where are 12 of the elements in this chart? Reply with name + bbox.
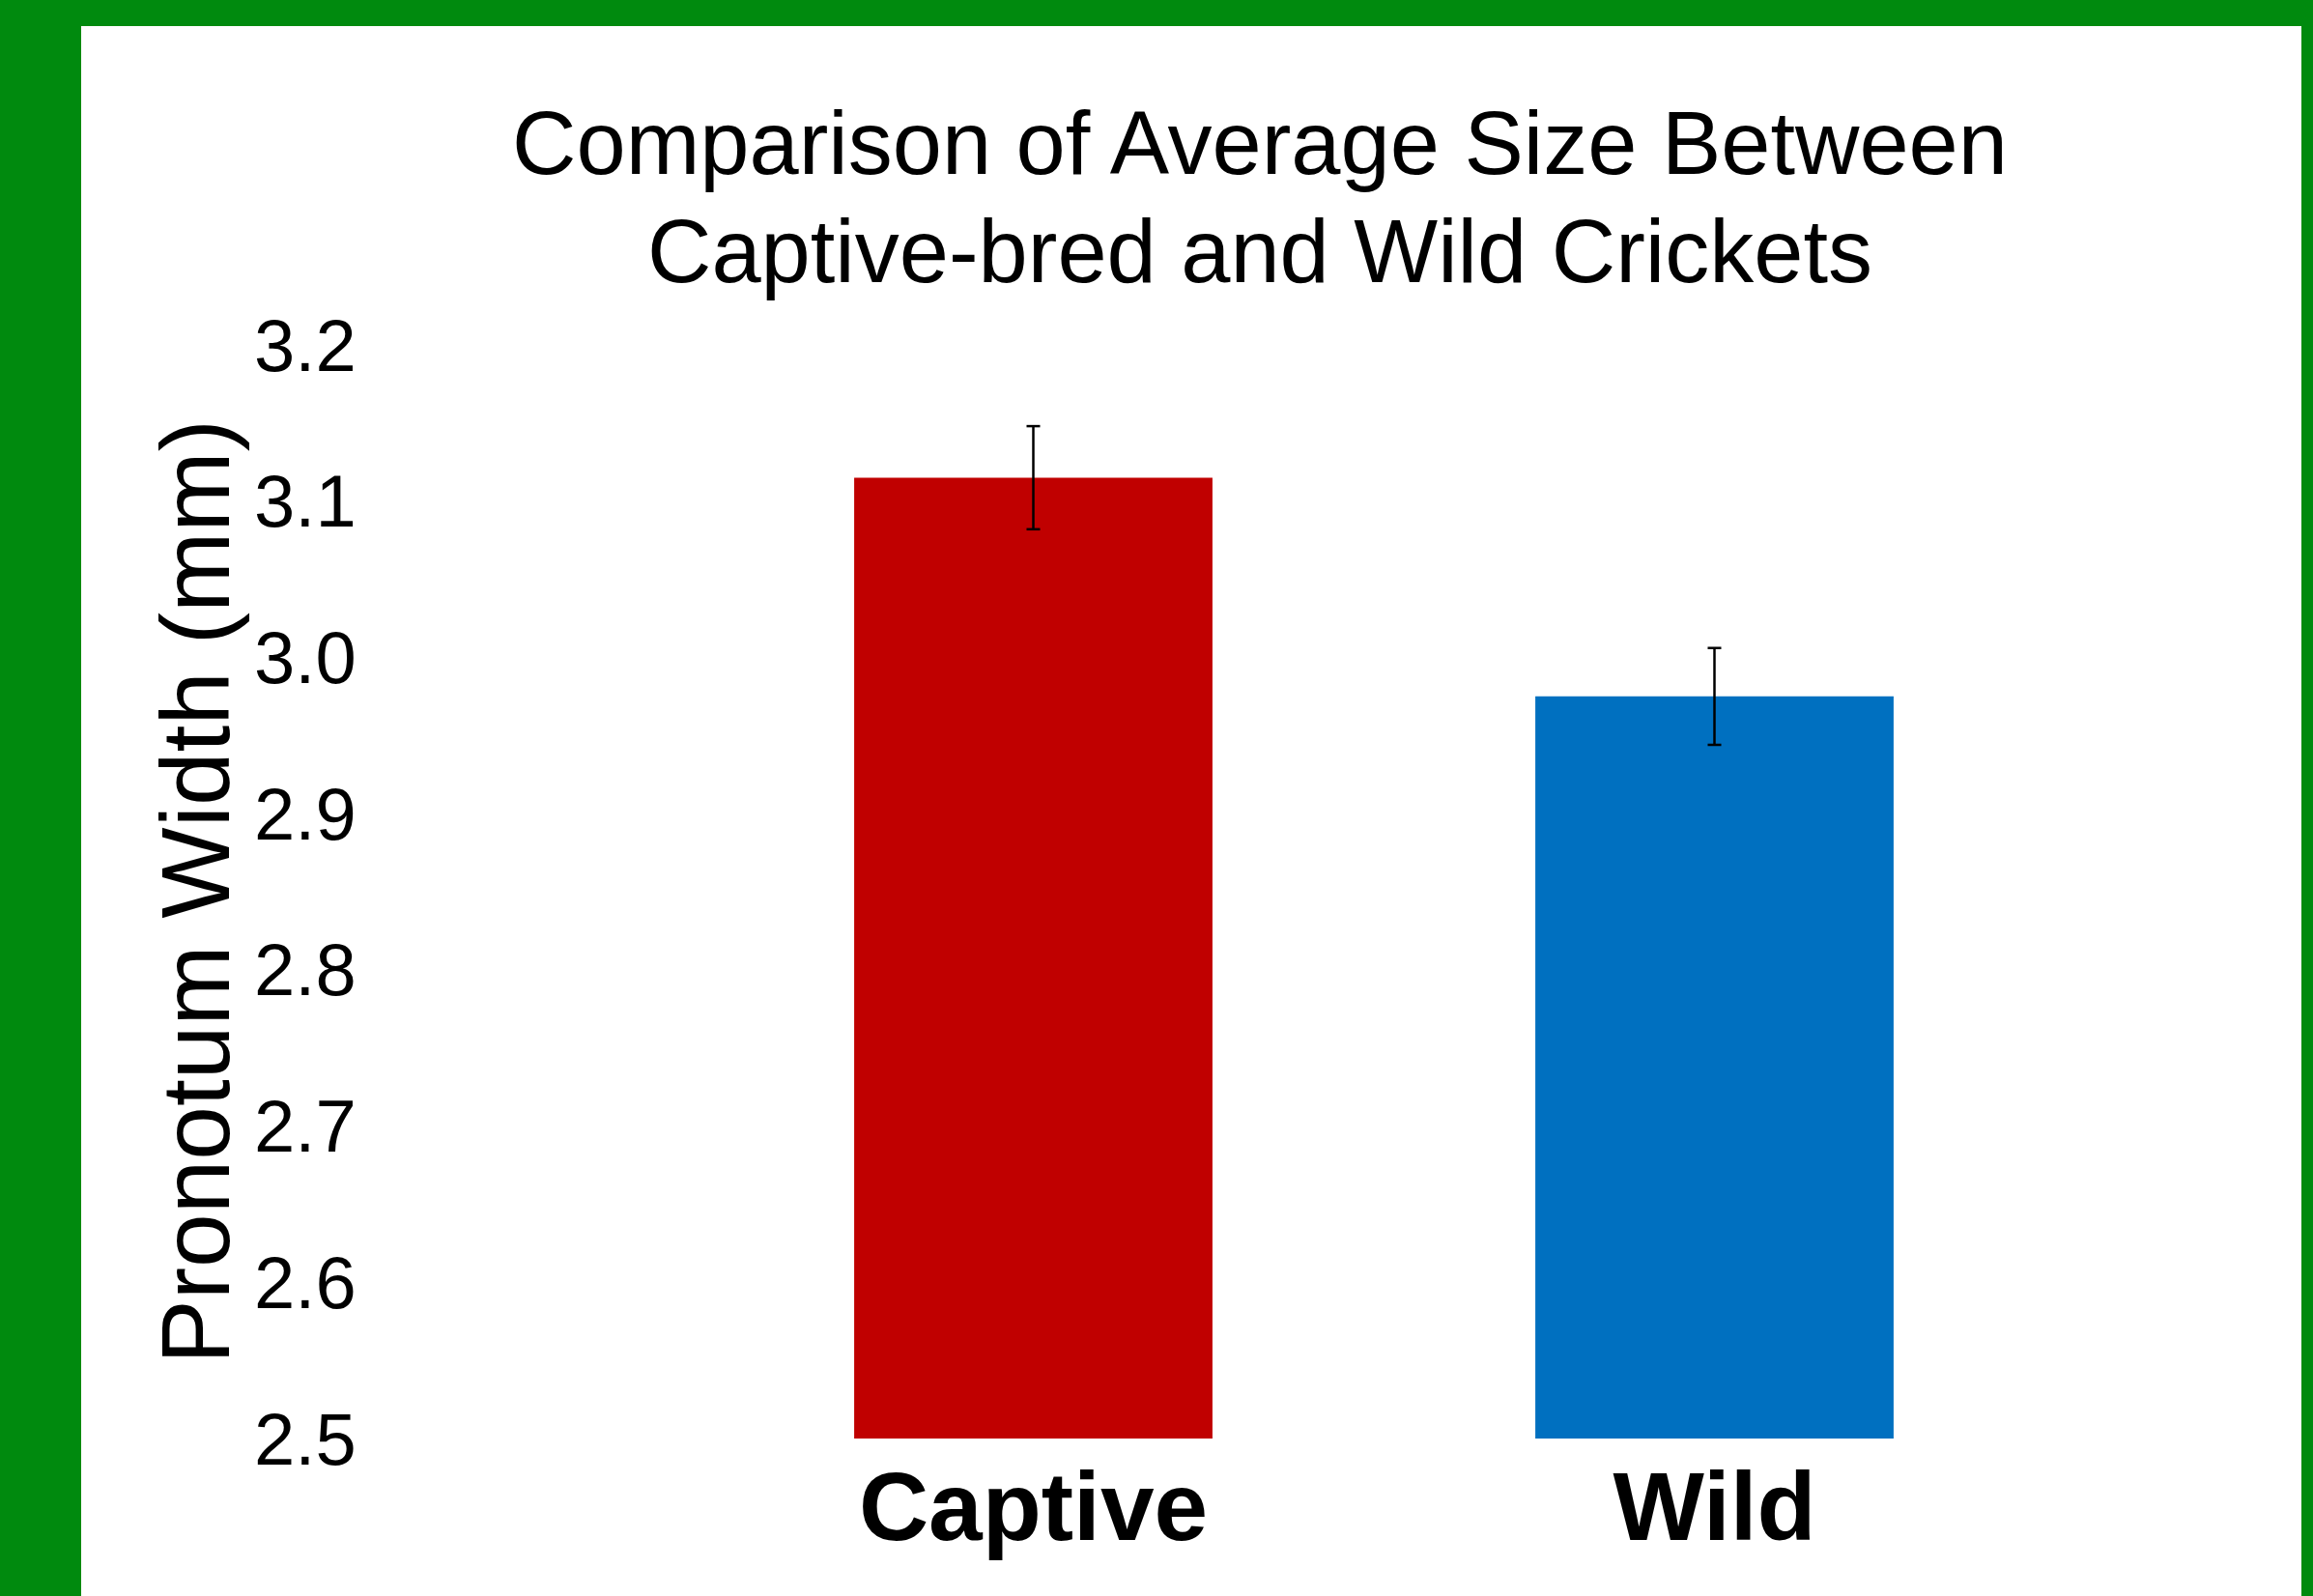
- y-tick-label: 2.7: [254, 1085, 357, 1168]
- y-tick-label: 2.8: [254, 928, 357, 1012]
- y-tick-label: 2.5: [254, 1397, 357, 1480]
- y-tick-label: 2.6: [254, 1240, 357, 1324]
- y-tick-label: 2.9: [254, 772, 357, 855]
- x-tick-label: Wild: [1613, 1452, 1816, 1560]
- y-axis-title: Pronotum Width (mm): [141, 419, 249, 1364]
- y-tick-label: 3.1: [254, 460, 357, 543]
- chart-title: Comparison of Average Size Between Captive-bred and Wild Crickets: [512, 94, 2008, 300]
- y-tick-label: 3.2: [254, 303, 357, 386]
- y-tick-label: 3.0: [254, 615, 357, 698]
- x-tick-label: Captive: [858, 1452, 1209, 1560]
